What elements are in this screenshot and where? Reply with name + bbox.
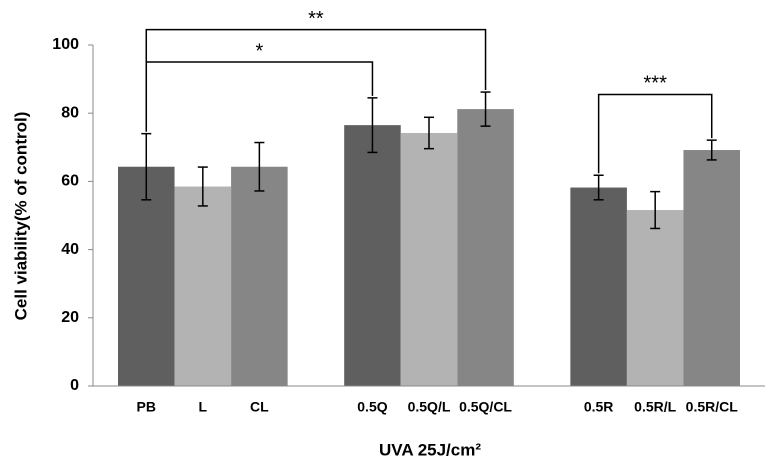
significance-label: ** — [308, 8, 324, 30]
y-axis-label: Cell viability(% of control) — [11, 112, 30, 321]
bar — [457, 109, 514, 386]
bar — [174, 186, 232, 386]
x-axis-label: UVA 25J/cm² — [379, 440, 481, 459]
significance-bracket — [145, 61, 374, 132]
x-tick-label: PB — [137, 399, 156, 415]
bar — [570, 187, 627, 386]
x-tick-label: 0.5R/CL — [686, 399, 739, 415]
y-tick-label: 20 — [61, 309, 79, 326]
significance-bracket — [597, 93, 713, 174]
bar — [400, 132, 458, 386]
bar — [626, 210, 684, 386]
x-tick-label: 0.5R/L — [634, 399, 676, 415]
y-tick-label: 40 — [61, 241, 79, 258]
bar — [118, 166, 175, 386]
x-tick-label: 0.5R — [584, 399, 614, 415]
significance-label: *** — [644, 73, 668, 95]
y-tick-label: 100 — [52, 36, 79, 53]
significance-bracket — [145, 28, 487, 132]
bar — [344, 125, 401, 386]
y-tick-label: 0 — [70, 377, 79, 394]
bar — [231, 166, 288, 386]
x-tick-label: 0.5Q — [357, 399, 387, 415]
x-tick-label: L — [199, 399, 208, 415]
bar — [683, 150, 740, 386]
x-tick-label: CL — [250, 399, 269, 415]
x-tick-label: 0.5Q/CL — [459, 399, 512, 415]
significance-label: * — [255, 40, 263, 62]
x-tick-label: 0.5Q/L — [408, 399, 451, 415]
y-tick-label: 60 — [61, 173, 79, 190]
y-tick-label: 80 — [61, 104, 79, 121]
